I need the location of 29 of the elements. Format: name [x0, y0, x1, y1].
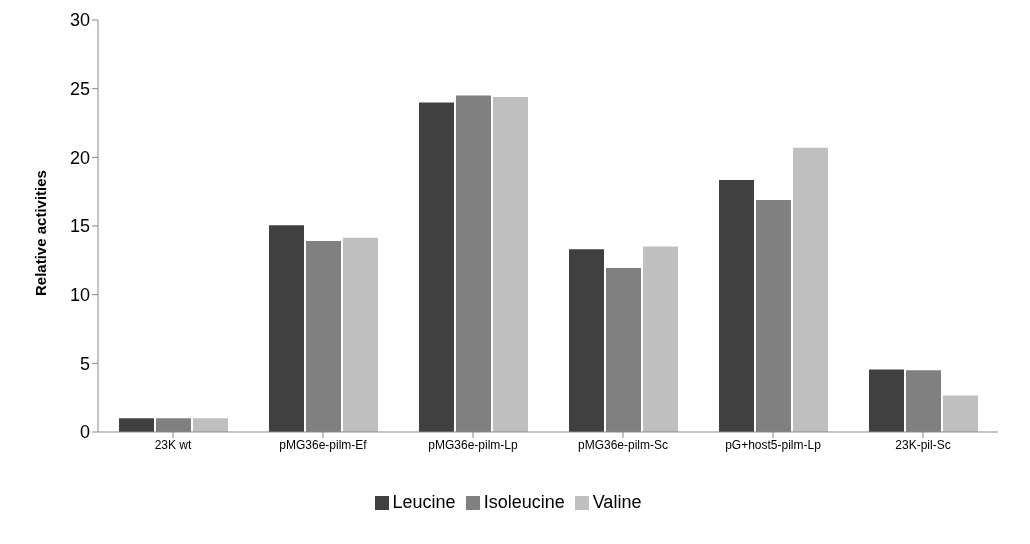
x-tick-label: 23K-pil-Sc: [895, 437, 951, 452]
y-tick-label: 10: [69, 285, 90, 306]
y-tick-label: 30: [69, 10, 90, 31]
y-tick-label: 25: [69, 79, 90, 100]
y-tick-label: 5: [79, 353, 90, 374]
legend-label: Leucine: [392, 492, 456, 512]
x-tick-label: pG+host5-pilm-Lp: [725, 437, 822, 452]
y-tick-label: 20: [69, 147, 90, 168]
legend-label: Valine: [592, 492, 642, 512]
x-tick-label: pMG36e-pilm-Lp: [428, 437, 519, 452]
bar: [719, 179, 754, 432]
bar: [869, 369, 904, 432]
bar: [269, 225, 304, 432]
y-tick-label: 0: [79, 422, 90, 443]
bar: [569, 249, 604, 432]
bar: [419, 102, 454, 432]
y-axis-title: Relative activities: [32, 170, 50, 296]
bar: [943, 395, 978, 432]
x-tick-label: pMG36e-pilm-Ef: [279, 437, 368, 452]
bar: [493, 96, 528, 432]
x-tick-label: 23K wt: [154, 437, 193, 452]
y-tick-label: 15: [69, 216, 90, 237]
bar: [343, 237, 378, 432]
bar: [119, 418, 154, 432]
bar: [193, 418, 228, 432]
legend-label: Isoleucine: [483, 492, 565, 512]
bar: [793, 147, 828, 432]
bar: [643, 246, 678, 432]
x-tick-label: pMG36e-pilm-Sc: [577, 437, 669, 452]
